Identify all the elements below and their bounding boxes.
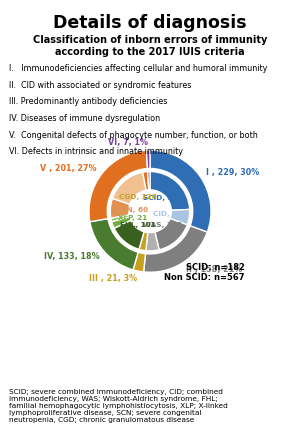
Text: WAS, 118: WAS, 118 [143, 222, 182, 228]
Text: II.  CID with associated or syndromic features: II. CID with associated or syndromic fea… [9, 81, 191, 89]
Text: V.  Congenital defects of phagocyte number, function, or both: V. Congenital defects of phagocyte numbe… [9, 131, 258, 139]
Text: V , 201, 27%: V , 201, 27% [40, 164, 96, 173]
Wedge shape [144, 226, 207, 272]
Wedge shape [150, 150, 211, 232]
Wedge shape [114, 220, 144, 249]
Text: III , 21, 3%: III , 21, 3% [89, 274, 137, 283]
Text: III. Predominantly antibody deficiencies: III. Predominantly antibody deficiencies [9, 97, 167, 106]
Wedge shape [139, 232, 148, 251]
Text: SCID; severe combined immunodeficiency, CID; combined
immunodeficiency, WAS; Wis: SCID; severe combined immunodeficiency, … [9, 389, 228, 423]
Text: XLP, 21: XLP, 21 [118, 215, 148, 220]
Text: I.   Immunodeficiencies affecting cellular and humoral immunity: I. Immunodeficiencies affecting cellular… [9, 64, 267, 73]
Wedge shape [148, 172, 150, 190]
Text: CGD, 126: CGD, 126 [119, 194, 157, 200]
Text: IV. Diseases of immune dysregulation: IV. Diseases of immune dysregulation [9, 114, 160, 123]
Wedge shape [146, 150, 150, 169]
Text: I , 229, 30%: I , 229, 30% [206, 168, 259, 176]
Text: Details of diagnosis: Details of diagnosis [53, 14, 247, 32]
Wedge shape [143, 172, 149, 190]
Wedge shape [112, 217, 131, 228]
Wedge shape [110, 198, 130, 218]
Text: VI, 7, 1%: VI, 7, 1% [108, 138, 148, 147]
Wedge shape [133, 252, 145, 272]
Text: II , 158, 21%: II , 158, 21% [186, 265, 242, 274]
Wedge shape [146, 232, 159, 251]
Text: VI. Defects in intrinsic and innate immunity: VI. Defects in intrinsic and innate immu… [9, 147, 183, 156]
Text: CID, 47: CID, 47 [154, 211, 183, 217]
Text: SCID: n=182
Non SCID: n=567: SCID: n=182 Non SCID: n=567 [164, 263, 244, 282]
Text: SCN, 60: SCN, 60 [116, 207, 148, 213]
Wedge shape [155, 219, 187, 250]
Text: FHL, 101: FHL, 101 [120, 222, 156, 228]
Wedge shape [150, 172, 190, 210]
Text: SCID, 182: SCID, 182 [143, 195, 182, 201]
Wedge shape [112, 172, 146, 204]
Text: Classification of inborn errors of immunity
according to the 2017 IUIS criteria: Classification of inborn errors of immun… [33, 35, 267, 57]
Wedge shape [89, 150, 148, 222]
Wedge shape [111, 215, 129, 222]
Text: IV, 133, 18%: IV, 133, 18% [44, 253, 99, 261]
Wedge shape [90, 219, 138, 270]
Wedge shape [170, 209, 190, 225]
